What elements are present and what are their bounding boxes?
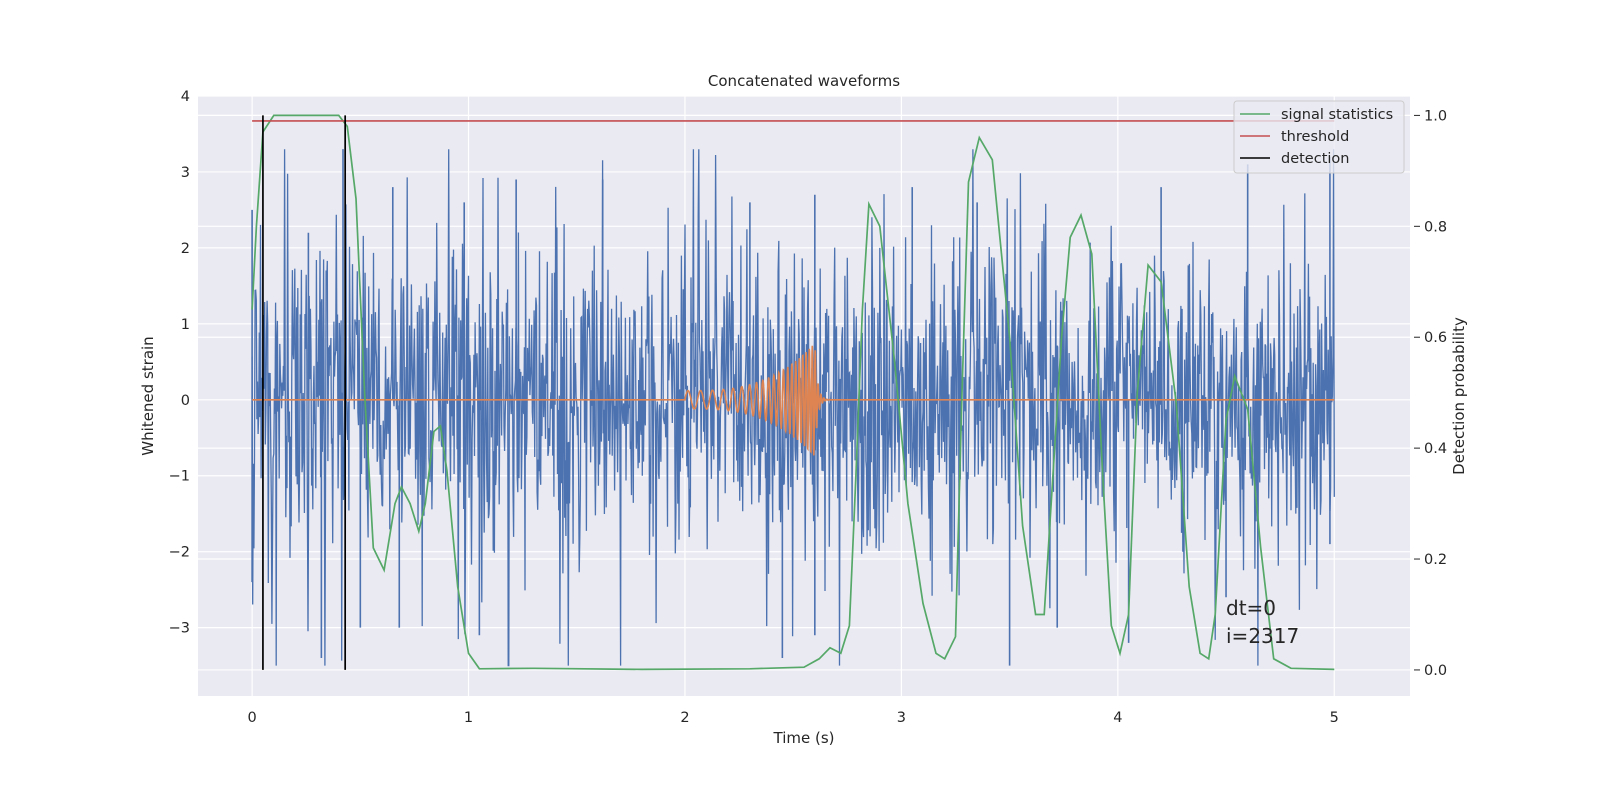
annotation: dt=0 i=2317 bbox=[1226, 596, 1299, 648]
x-axis-label: Time (s) bbox=[773, 729, 835, 747]
x-tick-label: 1 bbox=[464, 710, 473, 726]
right-tick-labels: 0.0 0.2 0.4 0.6 0.8 1.0 bbox=[1414, 108, 1447, 679]
x-tick-label: 3 bbox=[897, 710, 906, 726]
left-tick-labels: −3 −2 −1 0 1 2 3 4 bbox=[169, 89, 190, 637]
x-tick-label: 4 bbox=[1113, 710, 1122, 726]
right-tick-label: 0.0 bbox=[1424, 663, 1447, 679]
right-tick-label: 0.8 bbox=[1424, 219, 1447, 235]
y-tick-label: −1 bbox=[169, 469, 190, 485]
y-tick-label: 4 bbox=[181, 89, 190, 105]
legend: signal statistics threshold detection bbox=[1233, 100, 1405, 174]
y-tick-label: 3 bbox=[181, 165, 190, 181]
x-tick-labels: 0 1 2 3 4 5 bbox=[247, 710, 1338, 726]
injected-waveform-line bbox=[252, 345, 1335, 456]
y-tick-label: 2 bbox=[181, 241, 190, 257]
right-tick-label: 0.4 bbox=[1424, 441, 1447, 457]
y-tick-label: 1 bbox=[181, 317, 190, 333]
x-tick-label: 0 bbox=[247, 710, 256, 726]
right-y-axis-label: Detection probability bbox=[1450, 317, 1468, 475]
legend-label-threshold: threshold bbox=[1281, 129, 1349, 145]
legend-box bbox=[1233, 100, 1405, 174]
legend-label-detection: detection bbox=[1281, 151, 1349, 167]
x-tick-label: 5 bbox=[1330, 710, 1339, 726]
series-layer bbox=[251, 114, 1335, 671]
right-tick-label: 0.2 bbox=[1424, 552, 1447, 568]
right-tick-label: 0.6 bbox=[1424, 330, 1447, 346]
y-tick-label: 0 bbox=[181, 393, 190, 409]
annotation-line-1: dt=0 bbox=[1226, 596, 1276, 620]
legend-label-signal-statistics: signal statistics bbox=[1281, 107, 1393, 123]
y-tick-label: −2 bbox=[169, 545, 190, 561]
x-tick-label: 2 bbox=[680, 710, 689, 726]
annotation-line-2: i=2317 bbox=[1226, 624, 1299, 648]
y-axis-label: Whitened strain bbox=[139, 336, 157, 455]
signal-statistics-line bbox=[251, 114, 1335, 671]
y-tick-label: −3 bbox=[169, 621, 190, 637]
chart-title: Concatenated waveforms bbox=[708, 72, 900, 90]
right-tick-label: 1.0 bbox=[1424, 108, 1447, 124]
